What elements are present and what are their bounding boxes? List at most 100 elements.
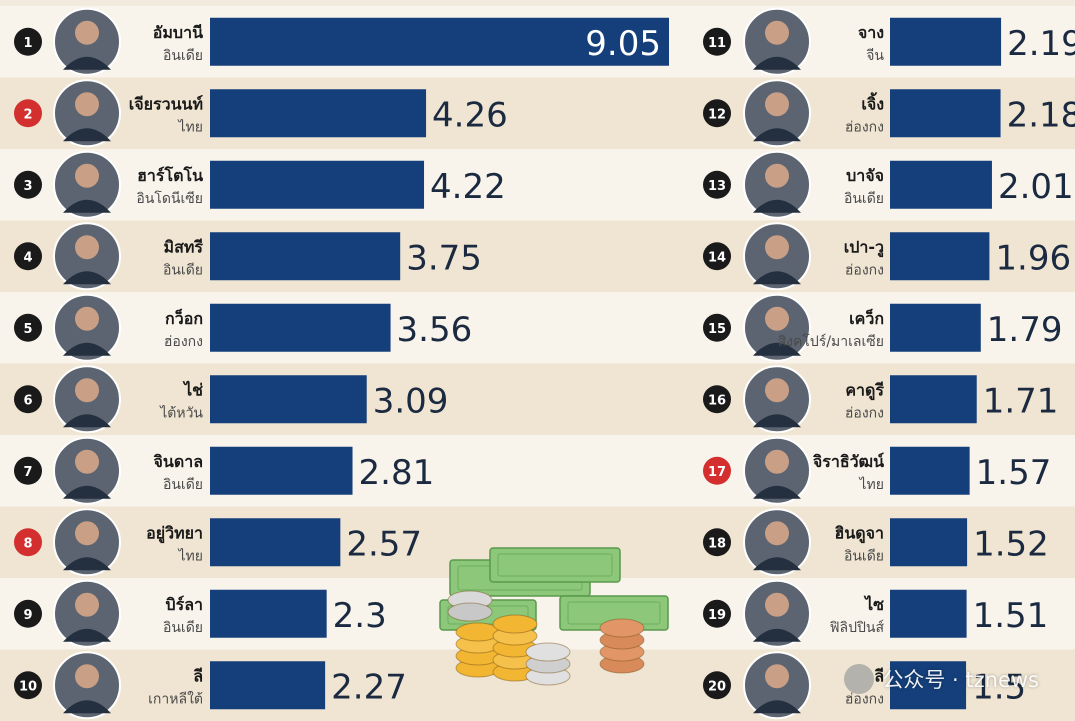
portrait-face <box>75 378 99 403</box>
rank-badge <box>703 456 731 485</box>
value-bar <box>210 589 327 638</box>
value-label: 2.01 <box>998 167 1074 207</box>
rank-number: 18 <box>708 536 726 551</box>
value-bar <box>890 518 968 567</box>
portrait-face <box>75 92 99 117</box>
person-name: จินดาล <box>153 452 203 471</box>
person-country: ฮ่องกง <box>845 262 884 278</box>
person-name: อัมบานี <box>153 23 203 42</box>
person-country: สิงคโปร์/มาเลเซีย <box>778 333 884 350</box>
person-name: เปา-วู <box>844 237 884 258</box>
portrait-face <box>765 92 789 117</box>
value-label: 1.51 <box>973 596 1049 636</box>
portrait-suit <box>753 56 801 70</box>
rank-number: 2 <box>23 107 32 122</box>
portrait-face <box>75 163 99 188</box>
rank-badge <box>14 528 42 557</box>
person-name: จาง <box>858 23 884 42</box>
rank-number: 7 <box>23 465 32 480</box>
portrait-suit <box>63 414 111 428</box>
person-name: เจียรวนนท์ <box>129 94 203 113</box>
person-country: ฮ่องกง <box>845 405 884 421</box>
rank-badge <box>703 27 731 56</box>
rank-number: 9 <box>23 608 32 623</box>
portrait-face <box>75 592 99 617</box>
value-label: 3.75 <box>406 238 482 278</box>
portrait-face <box>75 20 99 45</box>
rank-number: 1 <box>23 36 32 51</box>
person-country: อินเดีย <box>844 548 884 564</box>
portrait-suit <box>63 700 111 714</box>
rank-badge <box>14 313 42 342</box>
rank-number: 4 <box>23 250 32 265</box>
person-name: คาดูรี <box>845 380 884 401</box>
person-name: เจิ้ง <box>861 91 884 113</box>
value-bar <box>210 232 401 281</box>
wechat-logo-icon <box>844 664 875 694</box>
portrait-suit <box>753 628 801 642</box>
person-country: อินเดีย <box>163 620 203 636</box>
rank-number: 5 <box>23 322 32 337</box>
rank-number: 6 <box>23 393 32 408</box>
portrait-face <box>765 163 789 188</box>
value-bar <box>210 661 326 710</box>
rank-badge <box>703 599 731 628</box>
value-bar <box>890 303 981 352</box>
value-label: 1.5 <box>972 667 1026 707</box>
person-name: ไช่ <box>182 380 203 399</box>
rank-number: 12 <box>708 107 726 122</box>
portrait-face <box>765 306 789 331</box>
money-pile-illustration <box>439 547 669 686</box>
portrait-face <box>765 521 789 546</box>
rank-number: 11 <box>708 36 726 51</box>
banknote-border <box>497 553 613 577</box>
person-country: ฟิลิปปินส์ <box>830 619 885 636</box>
value-label: 2.19 <box>1007 24 1075 64</box>
portrait-face <box>765 449 789 474</box>
portrait-suit <box>63 628 111 642</box>
person-country: อินเดีย <box>163 262 203 278</box>
rank-badge <box>14 599 42 628</box>
portrait-suit <box>63 199 111 213</box>
portrait-suit <box>63 485 111 499</box>
person-country: ไทย <box>178 118 203 135</box>
value-bar <box>210 446 353 495</box>
portrait-suit <box>63 128 111 142</box>
person-country: ไทย <box>178 547 203 564</box>
value-bar <box>210 518 341 567</box>
person-name: ไซ <box>863 595 884 614</box>
portrait-face <box>75 449 99 474</box>
value-label: 2.57 <box>346 524 422 564</box>
value-label: 9.05 <box>585 24 661 64</box>
portrait-face <box>765 592 789 617</box>
value-bar <box>890 589 967 638</box>
value-bar <box>890 375 977 424</box>
rank-badge <box>14 170 42 199</box>
person-country: อินโดนีเซีย <box>136 190 203 207</box>
coin-icon <box>492 614 538 634</box>
rank-badge <box>14 99 42 128</box>
rank-number: 19 <box>708 608 726 623</box>
portrait-face <box>75 235 99 260</box>
value-label: 4.22 <box>430 167 506 207</box>
rank-badge <box>703 528 731 557</box>
portrait-face <box>765 664 789 689</box>
person-name: มิสทรี <box>164 237 204 256</box>
value-label: 1.71 <box>983 381 1059 421</box>
person-name: จิราธิวัฒน์ <box>812 452 884 471</box>
portrait-suit <box>753 128 801 142</box>
coin-icon <box>447 602 493 622</box>
banknote-icon <box>489 547 621 583</box>
portrait-suit <box>63 56 111 70</box>
value-label: 3.56 <box>397 310 473 350</box>
person-country: ไต้หวัน <box>159 404 203 421</box>
watermark-text: 公众号 · tznews <box>882 668 1039 692</box>
rank-badge <box>703 242 731 271</box>
value-label: 2.3 <box>333 596 387 636</box>
rank-number: 10 <box>19 679 37 694</box>
value-bar <box>210 375 367 424</box>
rank-number: 20 <box>708 679 726 694</box>
portrait-face <box>765 20 789 45</box>
person-name: ฮาร์โตโน <box>137 165 203 185</box>
